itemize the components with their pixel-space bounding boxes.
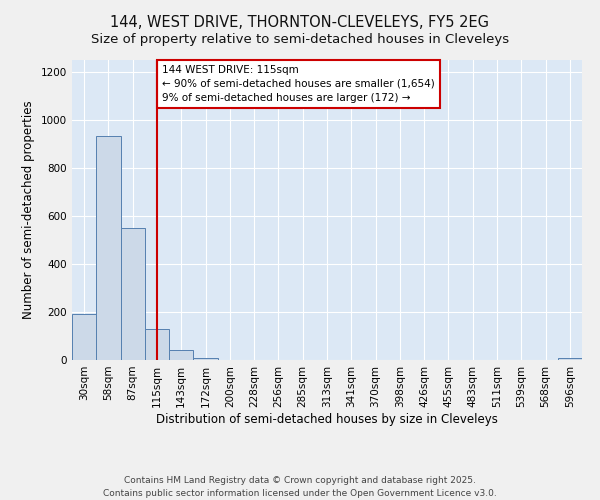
Bar: [145, 329, 169, 360]
Y-axis label: Number of semi-detached properties: Number of semi-detached properties: [22, 100, 35, 320]
Text: 144 WEST DRIVE: 115sqm
← 90% of semi-detached houses are smaller (1,654)
9% of s: 144 WEST DRIVE: 115sqm ← 90% of semi-det…: [162, 65, 434, 103]
Bar: [558, 358, 582, 360]
Text: Size of property relative to semi-detached houses in Cleveleys: Size of property relative to semi-detach…: [91, 32, 509, 46]
Bar: [193, 358, 218, 360]
Bar: [96, 136, 121, 360]
Text: Contains HM Land Registry data © Crown copyright and database right 2025.
Contai: Contains HM Land Registry data © Crown c…: [103, 476, 497, 498]
X-axis label: Distribution of semi-detached houses by size in Cleveleys: Distribution of semi-detached houses by …: [156, 412, 498, 426]
Text: 144, WEST DRIVE, THORNTON-CLEVELEYS, FY5 2EG: 144, WEST DRIVE, THORNTON-CLEVELEYS, FY5…: [110, 15, 490, 30]
Bar: [121, 228, 145, 360]
Bar: [169, 350, 193, 360]
Bar: [72, 314, 96, 360]
